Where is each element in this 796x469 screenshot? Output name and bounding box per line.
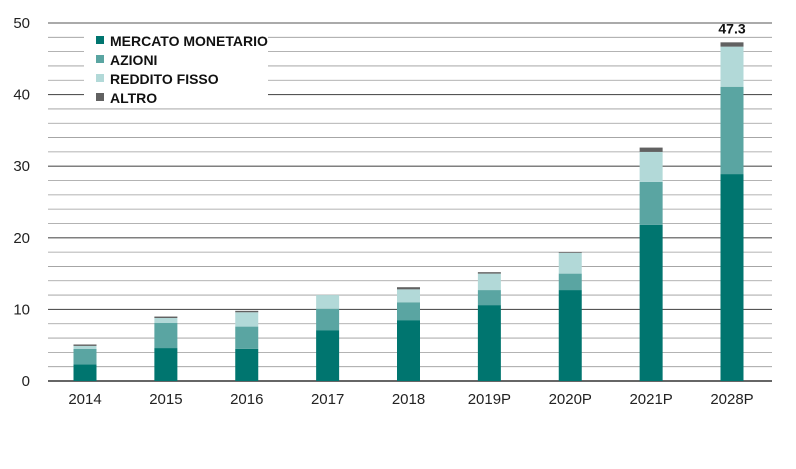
x-tick-label: 2020P xyxy=(549,391,592,408)
bars xyxy=(73,42,744,381)
x-tick-label: 2019P xyxy=(468,391,511,408)
bar-stack xyxy=(720,42,744,381)
y-tick-label: 50 xyxy=(13,15,30,32)
bar-segment xyxy=(639,151,663,182)
bar-segment xyxy=(316,330,340,381)
bar-segment xyxy=(558,290,582,381)
x-tick-label: 2021P xyxy=(629,391,672,408)
x-axis-ticks: 2014 2015 2016 2017 2018 2019P 2020P 2021P 2028P xyxy=(68,391,753,408)
bar-segment xyxy=(639,224,663,381)
x-tick-label: 2017 xyxy=(311,391,344,408)
bar-stack xyxy=(639,147,663,381)
bar-stack xyxy=(73,344,97,381)
bar-segment xyxy=(477,272,501,274)
y-tick-label: 20 xyxy=(13,230,30,247)
bar-segment xyxy=(397,287,420,290)
annotations: 47.3 xyxy=(718,20,745,36)
legend: MERCATO MONETARIO AZIONI REDDITO FISSO ALTR… xyxy=(84,30,268,106)
bar-segment xyxy=(397,320,420,381)
bar-segment xyxy=(639,147,663,152)
bar-segment xyxy=(558,273,582,291)
total-data-label: 47.3 xyxy=(718,20,745,36)
x-tick-label: 2014 xyxy=(68,391,101,408)
bar-segment xyxy=(558,252,582,253)
bar-segment xyxy=(235,348,259,381)
bar-segment xyxy=(73,364,97,381)
bar-segment xyxy=(639,181,663,225)
bar-segment xyxy=(720,86,744,175)
bar-stack xyxy=(477,272,501,381)
bar-segment xyxy=(154,317,178,324)
bar-stack xyxy=(397,287,420,381)
bar-stack xyxy=(154,316,178,381)
bar-stack xyxy=(558,252,582,381)
legend-label: AZIONI xyxy=(110,52,157,68)
x-tick-label: 2018 xyxy=(392,391,425,408)
y-tick-label: 30 xyxy=(13,158,30,175)
legend-swatch xyxy=(96,74,104,82)
bar-segment xyxy=(720,46,744,87)
bar-segment xyxy=(154,316,178,318)
x-tick-label: 2015 xyxy=(149,391,182,408)
bar-segment xyxy=(73,344,97,346)
bar-segment xyxy=(154,323,178,349)
y-tick-label: 40 xyxy=(13,87,30,104)
legend-swatch xyxy=(96,93,104,101)
legend-label: MERCATO MONETARIO xyxy=(110,33,268,49)
bar-stack xyxy=(316,295,340,381)
bar-segment xyxy=(73,348,97,365)
bar-segment xyxy=(720,42,744,47)
y-tick-label: 0 xyxy=(22,373,30,390)
y-tick-label: 10 xyxy=(13,301,30,318)
bar-segment xyxy=(397,302,420,321)
x-tick-label: 2016 xyxy=(230,391,263,408)
bar-segment xyxy=(235,326,259,349)
x-tick-label: 2028P xyxy=(710,391,753,408)
bar-segment xyxy=(477,273,501,291)
bar-segment xyxy=(316,308,340,331)
bar-segment xyxy=(154,348,178,381)
bar-segment xyxy=(477,305,501,381)
legend-label: ALTRO xyxy=(110,90,157,106)
bar-segment xyxy=(477,290,501,306)
legend-swatch xyxy=(96,36,104,44)
bar-segment xyxy=(316,295,340,309)
bar-segment xyxy=(397,289,420,303)
legend-label: REDDITO FISSO xyxy=(110,71,219,87)
bar-segment xyxy=(73,345,97,349)
bar-stack xyxy=(235,310,259,381)
bar-segment xyxy=(558,252,582,274)
legend-swatch xyxy=(96,55,104,63)
bar-segment xyxy=(235,310,259,313)
bar-segment xyxy=(235,312,259,327)
y-axis-ticks: 0 10 20 30 40 50 xyxy=(13,15,30,390)
bar-segment xyxy=(720,174,744,381)
legend-background xyxy=(84,30,268,106)
